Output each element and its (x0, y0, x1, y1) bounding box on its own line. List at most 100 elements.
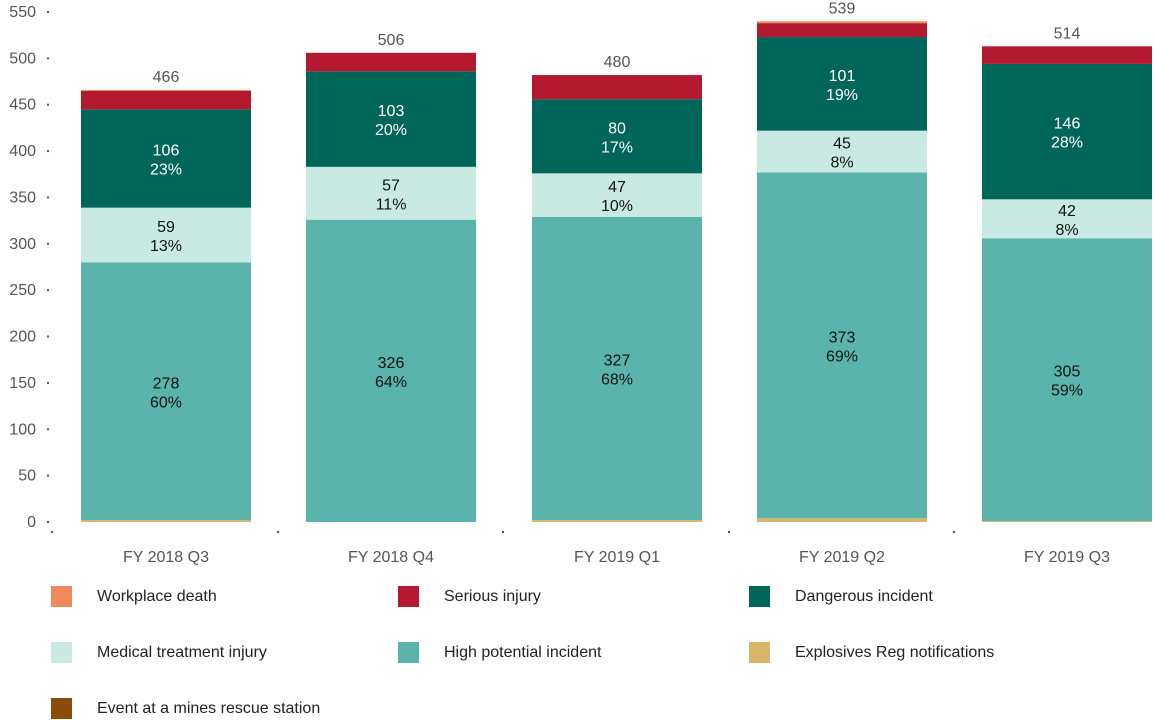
bar-segment-medical-treatment-injury (306, 166, 476, 220)
segment-label: 103 20% (375, 103, 407, 139)
legend-item-event-at-a-mines-rescue-station[interactable]: Event at a mines rescue station (51, 698, 320, 719)
bar-segment-serious-injury (81, 90, 251, 110)
x-tick-mark (277, 531, 279, 533)
bar-segment-high-potential-incident (982, 238, 1152, 522)
y-tick-label: 0 (27, 514, 36, 531)
y-tick-label: 400 (9, 143, 36, 160)
bar-segment-dangerous-incident (532, 99, 702, 174)
x-tick-label: FY 2018 Q3 (123, 549, 209, 566)
legend-label: Dangerous incident (795, 587, 933, 605)
segment-label: 101 19% (826, 68, 858, 104)
y-tick-mark (47, 242, 49, 245)
segment-label: 80 17% (601, 120, 633, 156)
bar-segment-high-potential-incident (757, 172, 927, 519)
y-tick-mark (47, 335, 49, 338)
y-tick-mark (47, 196, 49, 199)
y-tick-label: 50 (18, 468, 36, 485)
legend-item-workplace-death[interactable]: Workplace death (51, 586, 217, 607)
bar-segment-dangerous-incident (306, 71, 476, 167)
segment-label: 373 69% (826, 329, 858, 365)
y-tick-label: 100 (9, 421, 36, 438)
legend-label: High potential incident (444, 643, 602, 661)
bar-segment-explosives-reg-notifications (81, 520, 251, 522)
y-tick-label: 150 (9, 375, 36, 392)
segment-label: 106 23% (150, 143, 182, 179)
y-tick-label: 300 (9, 236, 36, 253)
y-tick-mark (47, 103, 49, 106)
bar-segment-dangerous-incident (757, 37, 927, 131)
bar-total-label: 480 (604, 54, 631, 71)
bar-total-label: 506 (378, 32, 405, 49)
legend-label: Serious injury (444, 587, 541, 605)
x-tick-mark (502, 531, 504, 533)
legend-label: Explosives Reg notifications (795, 643, 995, 661)
x-tick-label: FY 2019 Q3 (1024, 549, 1110, 566)
y-tick-mark (47, 521, 49, 523)
bar-segment-medical-treatment-injury (982, 199, 1152, 239)
bar-segment-dangerous-incident (81, 109, 251, 208)
bar-segment-explosives-reg-notifications (982, 521, 1152, 522)
y-tick-mark (47, 381, 49, 384)
bar-segment-high-potential-incident (532, 216, 702, 521)
bar-segment-serious-injury (306, 52, 476, 72)
bar-total-label: 466 (153, 69, 180, 86)
segment-label: 42 8% (1055, 203, 1078, 239)
y-tick-label: 550 (9, 4, 36, 21)
bars (81, 21, 1152, 522)
y-tick-mark (47, 289, 49, 292)
legend-item-dangerous-incident[interactable]: Dangerous incident (749, 586, 933, 607)
legend-item-medical-treatment-injury[interactable]: Medical treatment injury (51, 642, 267, 663)
bar-segment-medical-treatment-injury (757, 130, 927, 173)
y-tick-mark (47, 150, 49, 153)
legend-swatch-icon (398, 586, 419, 607)
bar-segment-workplace-death (81, 89, 251, 91)
legend-swatch-icon (749, 586, 770, 607)
legend-swatch-icon (51, 698, 72, 719)
bar-segment-explosives-reg-notifications (532, 520, 702, 522)
segment-label: 305 59% (1051, 364, 1083, 400)
bar-segment-explosives-reg-notifications (757, 518, 927, 522)
y-tick-label: 200 (9, 329, 36, 346)
x-tick-mark (728, 531, 730, 533)
y-tick-mark (47, 474, 49, 477)
legend-label: Medical treatment injury (97, 643, 267, 661)
legend-swatch-icon (51, 642, 72, 663)
x-tick-label: FY 2018 Q4 (348, 549, 434, 566)
segment-label: 146 28% (1051, 116, 1083, 152)
x-tick-label: FY 2019 Q2 (799, 549, 885, 566)
segment-label: 327 68% (601, 353, 633, 389)
y-axis: 0 50 100 150 200 250 300 350 400 450 500 550 (9, 4, 49, 531)
x-tick-label: FY 2019 Q1 (574, 549, 660, 566)
y-tick-label: 350 (9, 189, 36, 206)
bar-segment-high-potential-incident (81, 262, 251, 521)
legend-swatch-icon (51, 586, 72, 607)
segment-labels: 278 60% 59 13% 106 23% 326 64% 57 11% 103 20% 327 68%… (150, 68, 1083, 411)
legend-swatch-icon (749, 642, 770, 663)
legend-label: Workplace death (97, 587, 217, 605)
segment-label: 45 8% (830, 136, 853, 172)
segment-label: 47 10% (601, 179, 633, 215)
y-tick-label: 450 (9, 97, 36, 114)
legend-item-high-potential-incident[interactable]: High potential incident (398, 642, 601, 663)
y-tick-mark (47, 428, 49, 431)
bar-segment-serious-injury (532, 75, 702, 100)
y-tick-mark (47, 11, 49, 13)
legend-swatch-icon (398, 642, 419, 663)
bar-segment-workplace-death (757, 21, 927, 24)
x-tick-mark (953, 531, 955, 533)
y-tick-mark (47, 57, 49, 60)
legend-item-explosives-reg-notifications[interactable]: Explosives Reg notifications (749, 642, 994, 663)
bar-segment-serious-injury (757, 23, 927, 38)
x-axis: FY 2018 Q3 FY 2018 Q4 FY 2019 Q1 FY 2019 Q2… (51, 531, 1110, 566)
segment-label: 59 13% (150, 219, 182, 255)
legend-item-serious-injury[interactable]: Serious injury (398, 586, 541, 607)
segment-label: 326 64% (375, 355, 407, 391)
total-labels: 466 506 480 539 514 (153, 0, 1081, 86)
legend-label: Event at a mines rescue station (97, 699, 321, 717)
bar-total-label: 514 (1054, 25, 1081, 42)
bar-segment-dangerous-incident (982, 63, 1152, 200)
bar-segment-high-potential-incident (306, 219, 476, 522)
segment-label: 278 60% (150, 375, 182, 411)
